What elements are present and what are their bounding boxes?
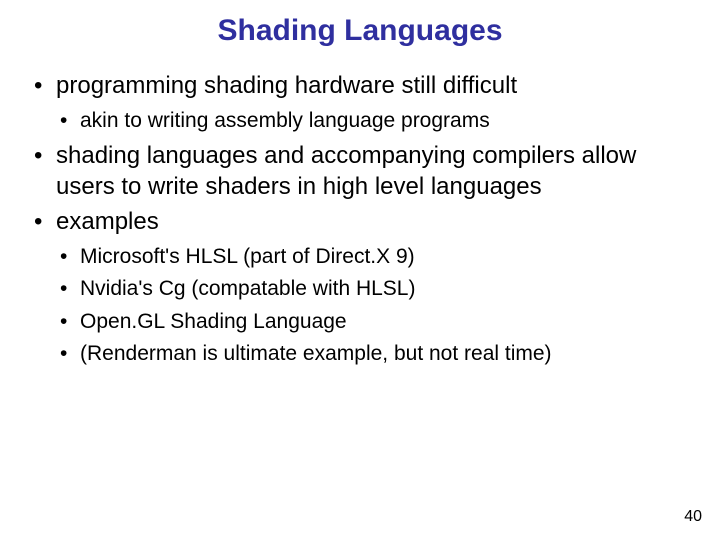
sub-bullet-text: Nvidia's Cg (compatable with HLSL)	[80, 277, 415, 300]
sub-bullet-text: Microsoft's HLSL (part of Direct.X 9)	[80, 245, 415, 268]
sub-bullet-list: akin to writing assembly language progra…	[56, 107, 690, 135]
bullet-text: shading languages and accompanying compi…	[56, 142, 636, 200]
bullet-list: programming shading hardware still diffi…	[30, 70, 690, 368]
bullet-text: programming shading hardware still diffi…	[56, 72, 517, 99]
bullet-item: programming shading hardware still diffi…	[30, 70, 690, 136]
page-number: 40	[684, 508, 702, 526]
sub-bullet-item: Nvidia's Cg (compatable with HLSL)	[56, 275, 690, 303]
sub-bullet-item: Microsoft's HLSL (part of Direct.X 9)	[56, 243, 690, 271]
sub-bullet-text: Open.GL Shading Language	[80, 310, 347, 333]
bullet-text: examples	[56, 208, 159, 235]
bullet-item: examples Microsoft's HLSL (part of Direc…	[30, 206, 690, 369]
sub-bullet-text: (Renderman is ultimate example, but not …	[80, 342, 552, 365]
sub-bullet-text: akin to writing assembly language progra…	[80, 109, 490, 132]
slide-title: Shading Languages	[30, 14, 690, 48]
sub-bullet-list: Microsoft's HLSL (part of Direct.X 9) Nv…	[56, 243, 690, 368]
sub-bullet-item: (Renderman is ultimate example, but not …	[56, 340, 690, 368]
bullet-item: shading languages and accompanying compi…	[30, 140, 690, 202]
sub-bullet-item: akin to writing assembly language progra…	[56, 107, 690, 135]
slide: Shading Languages programming shading ha…	[0, 0, 720, 540]
sub-bullet-item: Open.GL Shading Language	[56, 308, 690, 336]
